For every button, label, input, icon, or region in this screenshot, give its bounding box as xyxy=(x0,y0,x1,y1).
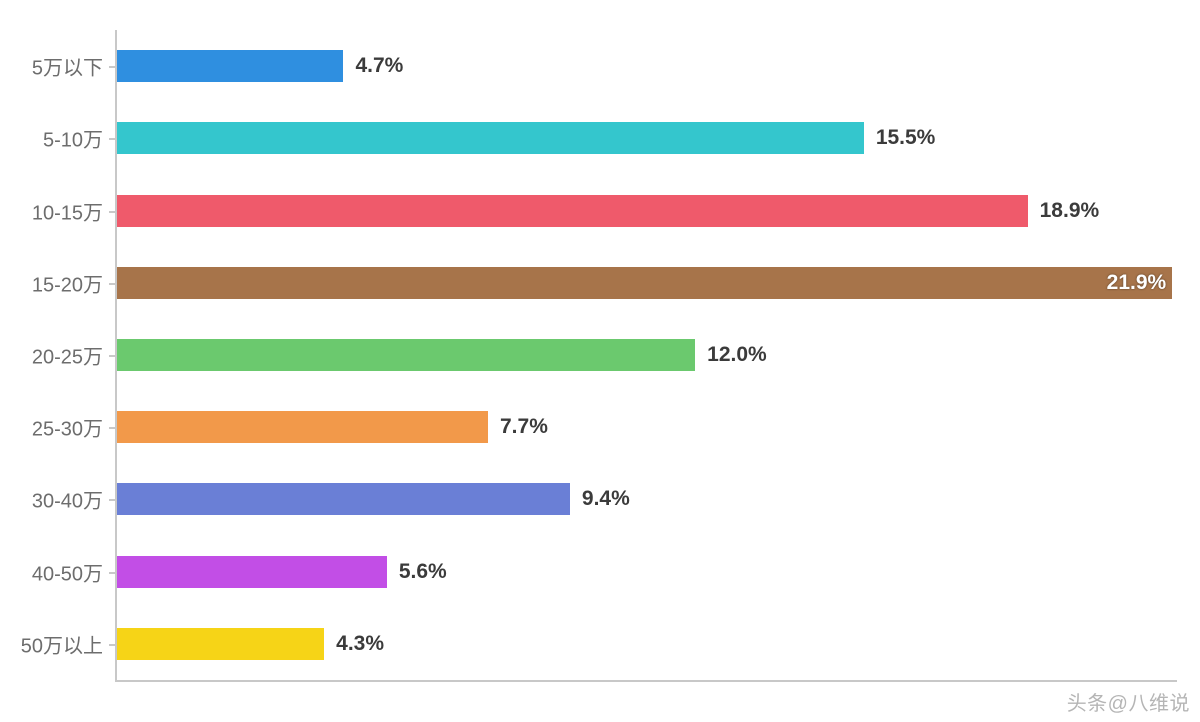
value-label: 7.7% xyxy=(500,415,548,439)
bar-row: 25-30万7.7% xyxy=(117,391,1177,463)
bar xyxy=(117,195,1028,227)
y-axis-tick xyxy=(109,355,117,357)
bar xyxy=(117,267,1172,299)
bar xyxy=(117,556,387,588)
y-axis-tick xyxy=(109,66,117,68)
y-axis-tick xyxy=(109,572,117,574)
value-label: 9.4% xyxy=(582,487,630,511)
category-label: 5-10万 xyxy=(43,124,103,153)
bar xyxy=(117,339,695,371)
value-label: 4.3% xyxy=(336,632,384,656)
value-label: 5.6% xyxy=(399,560,447,584)
category-label: 15-20万 xyxy=(32,268,103,297)
value-label: 12.0% xyxy=(707,343,767,367)
value-label: 21.9% xyxy=(1107,271,1167,295)
category-label: 25-30万 xyxy=(32,413,103,442)
plot-area: 5万以下4.7%5-10万15.5%10-15万18.9%15-20万21.9%… xyxy=(115,30,1177,682)
category-label: 40-50万 xyxy=(32,557,103,586)
category-label: 5万以下 xyxy=(32,52,103,81)
value-label: 15.5% xyxy=(876,126,936,150)
bar-row: 5-10万15.5% xyxy=(117,102,1177,174)
bar-row: 40-50万5.6% xyxy=(117,536,1177,608)
bar xyxy=(117,50,343,82)
category-label: 50万以上 xyxy=(21,629,103,658)
salary-distribution-bar-chart: 5万以下4.7%5-10万15.5%10-15万18.9%15-20万21.9%… xyxy=(0,0,1200,722)
bar xyxy=(117,411,488,443)
y-axis-tick xyxy=(109,138,117,140)
value-label: 4.7% xyxy=(355,54,403,78)
bar-row: 10-15万18.9% xyxy=(117,174,1177,246)
y-axis-tick xyxy=(109,644,117,646)
y-axis-tick xyxy=(109,211,117,213)
bar-row: 30-40万9.4% xyxy=(117,463,1177,535)
bar xyxy=(117,483,570,515)
value-label: 18.9% xyxy=(1040,199,1100,223)
bar-row: 15-20万21.9% xyxy=(117,247,1177,319)
bar xyxy=(117,122,864,154)
bar-row: 20-25万12.0% xyxy=(117,319,1177,391)
category-label: 20-25万 xyxy=(32,340,103,369)
category-label: 30-40万 xyxy=(32,485,103,514)
bar-row: 5万以下4.7% xyxy=(117,30,1177,102)
y-axis-tick xyxy=(109,427,117,429)
bar xyxy=(117,628,324,660)
watermark-text: 头条@八维说 xyxy=(1067,687,1190,716)
y-axis-tick xyxy=(109,499,117,501)
y-axis-tick xyxy=(109,283,117,285)
bar-row: 50万以上4.3% xyxy=(117,608,1177,680)
category-label: 10-15万 xyxy=(32,196,103,225)
